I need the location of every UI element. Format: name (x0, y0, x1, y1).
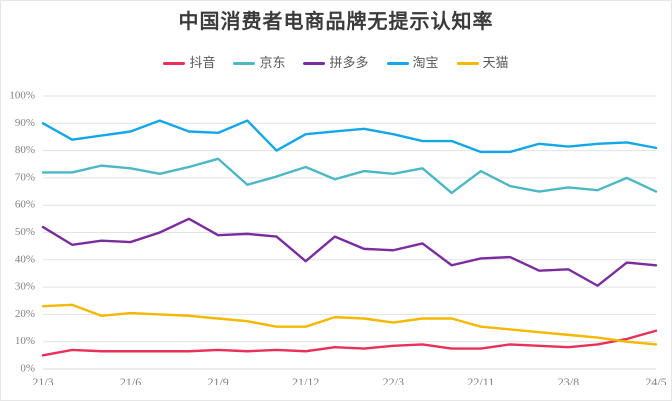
y-axis-ticks: 0% 10% 20% 30% 40% 50% 60% 70% 80% 90% 100% (9, 90, 35, 375)
x-axis-tick-label: 21/3 (32, 375, 53, 385)
x-axis-tick-label: 21/12 (292, 375, 319, 385)
legend-swatch-icon (456, 61, 479, 65)
series-line-拼多多 (41, 217, 658, 287)
x-axis-tick-label: 22/11 (467, 375, 494, 385)
legend-label: 淘宝 (412, 55, 439, 70)
legend-label: 抖音 (189, 55, 216, 70)
y-axis-tick-label: 30% (15, 281, 35, 293)
y-axis-tick-label: 80% (15, 144, 35, 156)
legend-swatch-icon (233, 61, 256, 65)
x-axis-tick-label: 23/8 (558, 375, 579, 385)
gridlines (43, 95, 656, 370)
series-line-京东 (41, 157, 658, 195)
y-axis-tick-label: 50% (15, 226, 35, 238)
legend-label: 京东 (259, 55, 286, 70)
legend-swatch-icon (303, 61, 326, 65)
chart-legend: 抖音 京东 拼多多 淘宝 天猫 (1, 55, 671, 71)
y-axis-tick-label: 20% (15, 308, 35, 320)
legend-swatch-icon (163, 61, 186, 65)
y-axis-tick-label: 10% (15, 335, 35, 347)
legend-item-淘宝[interactable]: 淘宝 (386, 55, 439, 71)
plot-area: 0% 10% 20% 30% 40% 50% 60% 70% 80% 90% 100% 21/3 21… (1, 85, 672, 385)
legend-swatch-icon (386, 61, 409, 65)
x-axis-tick-label: 21/6 (120, 375, 141, 385)
series-lines (41, 119, 658, 357)
series-line-抖音 (41, 329, 658, 357)
chart-title: 中国消费者电商品牌无提示认知率 (178, 11, 494, 33)
legend-item-京东[interactable]: 京东 (233, 55, 285, 71)
x-axis-tick-label: 22/3 (383, 375, 404, 385)
y-axis-tick-label: 0% (20, 363, 35, 375)
legend-item-抖音[interactable]: 抖音 (163, 55, 215, 71)
y-axis-tick-label: 70% (15, 171, 35, 183)
legend-item-天猫[interactable]: 天猫 (456, 55, 509, 71)
x-axis-tick-label: 24/5 (645, 375, 666, 385)
legend-label: 拼多多 (329, 55, 369, 70)
y-axis-tick-label: 40% (15, 253, 35, 265)
legend-item-拼多多[interactable]: 拼多多 (303, 55, 369, 71)
series-line-天猫 (41, 303, 658, 346)
series-line-淘宝 (41, 119, 658, 154)
legend-label: 天猫 (482, 55, 509, 70)
y-axis-tick-label: 60% (15, 199, 35, 211)
line-chart-svg: 0%10%20%30%40%50%60%70%80%90%100% 21/3 21… (9, 90, 666, 385)
y-axis-tick-label: 100% (9, 90, 35, 102)
y-axis-tick-label: 90% (15, 117, 35, 129)
x-axis-ticks: 21/3 21/6 21/9 21/12 22/3 22/11 23/8 24/5 (32, 375, 666, 385)
x-axis-tick-label: 21/9 (207, 375, 228, 385)
